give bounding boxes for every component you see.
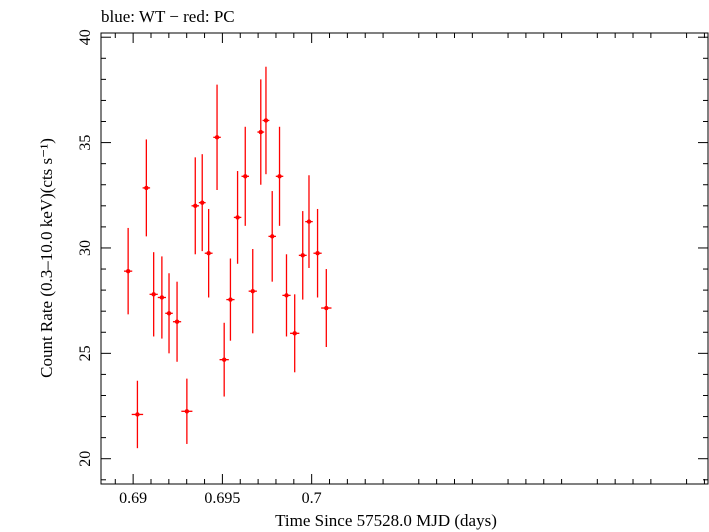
data-point	[313, 208, 322, 298]
point-marker	[228, 297, 233, 302]
data-point	[275, 126, 284, 226]
x-tick-label: 0.7	[302, 490, 322, 507]
x-axis-ticks: 0.69 0.695 0.7	[114, 33, 705, 507]
y-tick-label: 35	[77, 135, 94, 151]
point-marker	[151, 292, 156, 297]
data-point	[226, 258, 235, 341]
data-point	[191, 157, 200, 255]
data-point	[268, 191, 276, 282]
point-marker	[284, 293, 289, 298]
data-point	[262, 66, 270, 175]
point-marker	[174, 319, 180, 324]
y-tick-label: 20	[77, 451, 94, 467]
x-tick-label: 0.695	[204, 490, 240, 507]
data-point	[219, 322, 229, 397]
chart-title: blue: WT − red: PC	[101, 7, 235, 26]
y-axis-ticks: 20 25 30 35 40	[77, 29, 708, 481]
point-marker	[306, 219, 312, 224]
data-point	[290, 294, 300, 373]
point-marker	[300, 253, 305, 258]
data-point	[198, 154, 206, 252]
plot-frame	[100, 32, 709, 485]
point-marker	[193, 203, 198, 209]
data-point	[131, 380, 144, 449]
data-point	[248, 249, 257, 334]
data-point	[213, 84, 221, 191]
x-tick-label: 0.69	[119, 490, 147, 507]
point-marker	[144, 185, 149, 191]
point-marker	[292, 331, 297, 336]
point-marker	[135, 412, 140, 417]
y-tick-label: 25	[77, 345, 94, 361]
point-marker	[184, 409, 190, 414]
point-marker	[263, 118, 269, 123]
data-point	[282, 254, 291, 337]
data-point	[124, 227, 133, 315]
data-point	[257, 79, 265, 185]
point-marker	[221, 357, 227, 362]
data-point	[321, 269, 332, 348]
point-marker	[166, 311, 172, 316]
point-marker	[125, 268, 131, 274]
point-marker	[235, 215, 240, 220]
point-marker	[243, 174, 248, 179]
point-marker	[214, 135, 220, 140]
data-point	[172, 281, 182, 362]
data-points	[124, 66, 332, 449]
data-point	[157, 256, 166, 339]
y-tick-label: 30	[77, 240, 94, 256]
point-marker	[258, 129, 263, 135]
y-axis-label: Count Rate (0.3–10.0 keV)(cts s⁻¹)	[37, 138, 56, 378]
point-marker	[159, 295, 165, 300]
data-point	[233, 171, 242, 264]
x-axis-label: Time Since 57528.0 MJD (days)	[275, 511, 497, 530]
data-point	[241, 126, 250, 226]
point-marker	[206, 251, 211, 256]
point-marker	[200, 200, 205, 205]
data-point	[142, 139, 151, 237]
data-point	[165, 273, 173, 354]
point-marker	[250, 288, 255, 294]
data-point	[149, 252, 158, 337]
point-marker	[324, 305, 329, 311]
data-point	[305, 175, 313, 268]
data-point	[298, 211, 307, 300]
point-marker	[277, 174, 282, 179]
data-point	[181, 378, 193, 444]
point-marker	[270, 234, 275, 239]
y-tick-label: 40	[77, 29, 94, 45]
point-marker	[315, 251, 320, 256]
data-point	[204, 208, 213, 298]
